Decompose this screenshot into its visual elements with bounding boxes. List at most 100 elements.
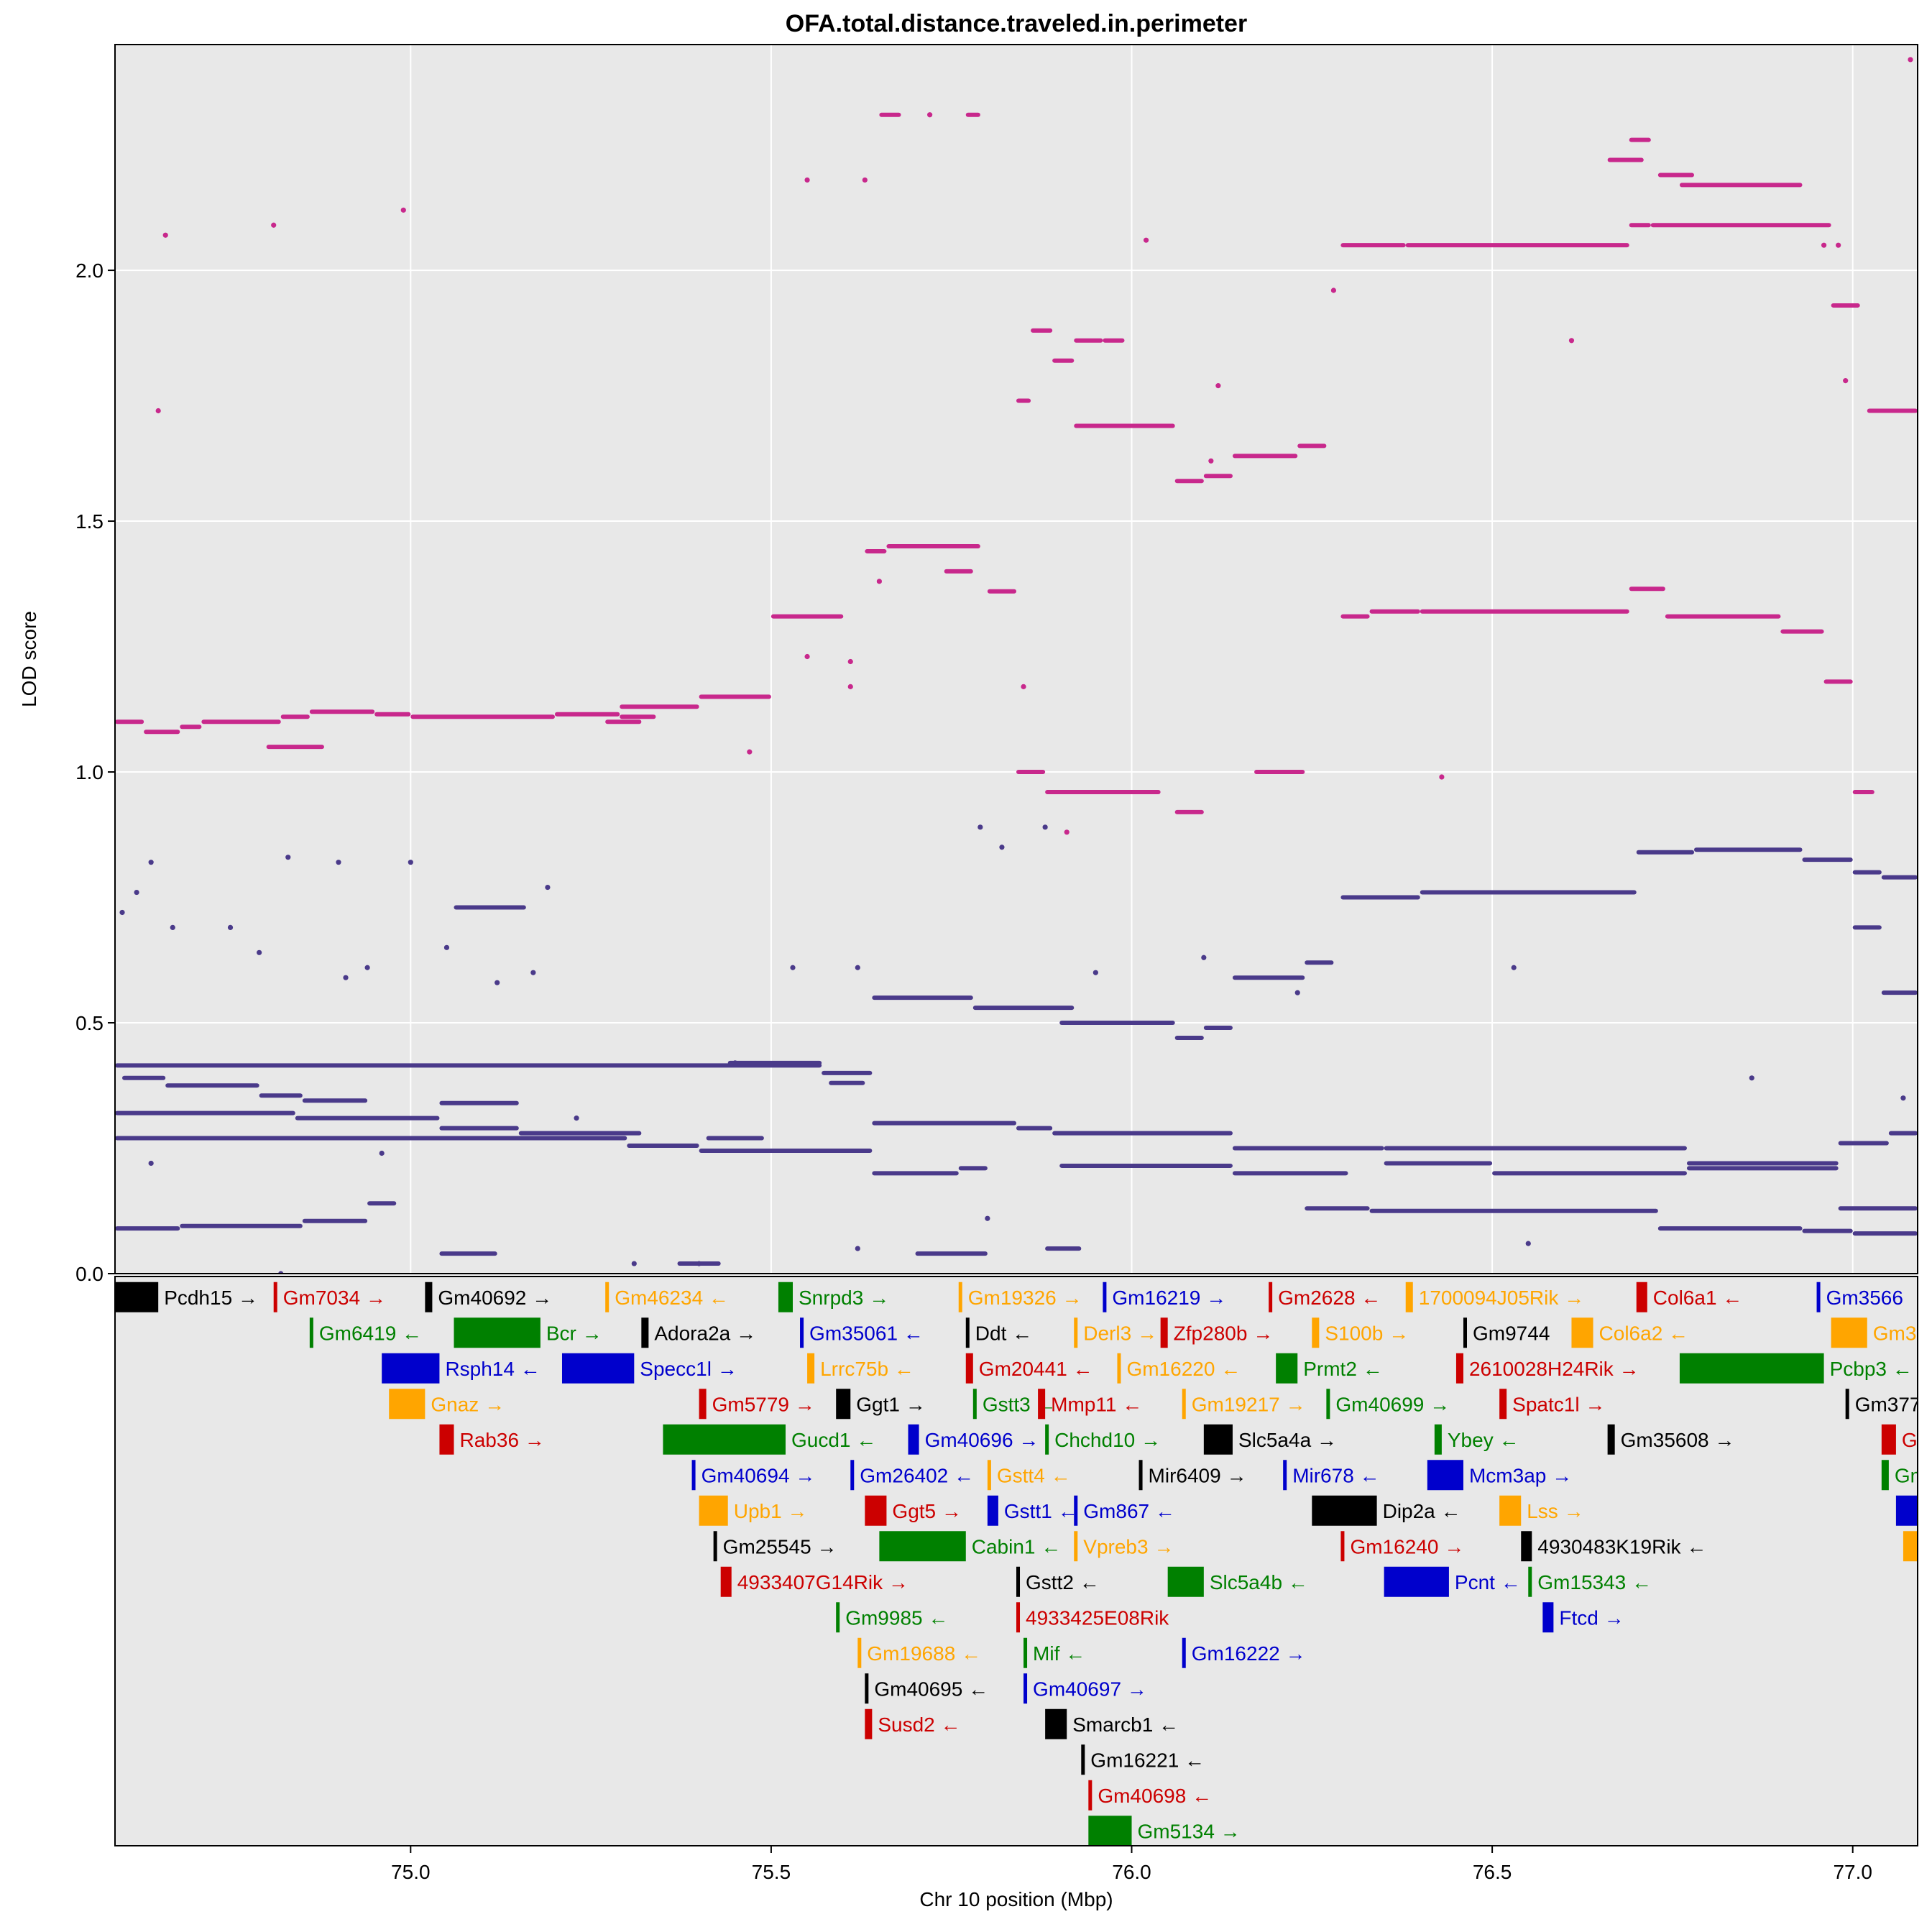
gene-pcdh15: Pcdh15 →: [115, 1282, 258, 1312]
gene-box: [1434, 1424, 1442, 1455]
lod-point-run: [1384, 1146, 1687, 1151]
gene-col6a2: Col6a2 ←: [1571, 1317, 1688, 1348]
gene-label: Gm40695 ←: [874, 1678, 988, 1700]
lod-point-run: [454, 905, 526, 910]
lod-point-run: [699, 694, 771, 699]
gene-box: [115, 1282, 159, 1312]
gene-4933407g14rik: 4933407G14Rik →: [720, 1566, 908, 1597]
gene-gm40694: Gm40694 →: [691, 1460, 816, 1491]
gene-gm16219: Gm16219 →: [1103, 1282, 1226, 1312]
lod-point-run: [115, 719, 144, 724]
gene-box: [309, 1317, 313, 1348]
gene-label: Rab36 →: [460, 1429, 545, 1451]
gene-box: [1312, 1495, 1377, 1526]
gene-box: [1312, 1317, 1320, 1348]
x-tick-label: 77.0: [1833, 1861, 1872, 1883]
gene-box: [1455, 1353, 1463, 1384]
gene-label: Slc5a4a →: [1238, 1429, 1337, 1451]
gene-label: Gm3: [1873, 1322, 1917, 1344]
lod-point-run: [1059, 1021, 1175, 1026]
gene-label: Gm5134 →: [1138, 1820, 1241, 1842]
lod-point-run: [1831, 303, 1860, 308]
gene-label: Ggt5 →: [892, 1500, 961, 1522]
lod-point-run: [627, 1144, 699, 1149]
lod-point-run: [1297, 443, 1327, 448]
gene-box: [865, 1673, 869, 1704]
lod-point-run: [727, 1060, 822, 1065]
gene-label: Zfp280b →: [1174, 1322, 1274, 1344]
y-axis: 0.0 0.5 1.0 1.5 2.0: [75, 259, 115, 1285]
lod-point-run: [1045, 789, 1161, 794]
lod-point-run: [1174, 809, 1204, 814]
gene-label: 1700094J05Rik →: [1419, 1287, 1584, 1309]
lod-point: [162, 232, 168, 238]
lod-point: [1525, 1241, 1531, 1246]
gene-box: [389, 1389, 426, 1420]
lod-point-run: [144, 730, 180, 735]
gene-label: Gm16240 →: [1350, 1535, 1464, 1558]
gene-label: Gm19217 →: [1192, 1393, 1306, 1415]
x-tick-label: 75.5: [752, 1861, 791, 1883]
gene-box: [1881, 1424, 1896, 1455]
gene-box: [1074, 1531, 1078, 1562]
lod-point: [927, 112, 933, 118]
lod-point: [285, 855, 291, 860]
lod-point-run: [1031, 328, 1053, 333]
gene-gm6419: Gm6419 ←: [309, 1317, 422, 1348]
lod-point: [804, 653, 810, 660]
x-axis-label: Chr 10 position (Mbp): [919, 1888, 1113, 1910]
gene-label: Gm6419 ←: [319, 1322, 422, 1344]
gene-box: [1521, 1531, 1532, 1562]
gene-pcnt: Pcnt ←: [1384, 1566, 1521, 1597]
gene-box: [1038, 1389, 1046, 1420]
gene-susd2: Susd2 ←: [865, 1708, 961, 1739]
gene-box: [908, 1424, 919, 1455]
lod-point-run: [1384, 1161, 1493, 1166]
lod-point-run: [1636, 850, 1695, 855]
gene-box: [1895, 1495, 1918, 1526]
gene-gm3: Gm3: [1831, 1317, 1917, 1348]
gene-label: Susd2 ←: [878, 1714, 960, 1736]
gene-box: [1074, 1495, 1078, 1526]
gene-gm35608: Gm35608 →: [1607, 1424, 1734, 1455]
gene-box: [1182, 1389, 1186, 1420]
lod-point: [530, 970, 536, 975]
gene-box: [800, 1317, 804, 1348]
lod-point: [545, 884, 551, 891]
gene-box: [778, 1282, 794, 1312]
lod-point-run: [1232, 1146, 1384, 1151]
gene-box: [1881, 1460, 1889, 1491]
lod-point-run: [180, 724, 202, 730]
lod-point-run: [259, 1093, 303, 1098]
gene-box: [425, 1282, 433, 1312]
gene-label: Smarcb1 ←: [1072, 1714, 1179, 1736]
gene-box: [382, 1353, 440, 1384]
lod-point: [148, 860, 154, 865]
gene-label: Gnaz →: [431, 1393, 505, 1415]
gene-box: [1081, 1744, 1085, 1775]
gene-label: Gm40694 →: [702, 1464, 816, 1486]
gene-label: Col6a2 ←: [1599, 1322, 1689, 1344]
lod-point-run: [879, 112, 901, 117]
gene-box: [1088, 1780, 1092, 1811]
gene-ftcd: Ftcd →: [1542, 1602, 1624, 1633]
lod-points: [115, 57, 1918, 1274]
lod-point-run: [1340, 895, 1420, 900]
lod-point-run: [822, 1070, 873, 1075]
gene-box: [965, 1317, 970, 1348]
lod-point-run: [1629, 137, 1651, 142]
gene-label: Gstt2 ←: [1026, 1571, 1100, 1593]
lod-point-run: [1369, 1208, 1658, 1213]
y-tick-label: 0.5: [75, 1012, 104, 1034]
gene-label: Prmt2 ←: [1303, 1358, 1382, 1380]
lod-point-run: [115, 1110, 295, 1116]
lod-point-run: [1852, 870, 1882, 875]
lod-point-run: [699, 1149, 873, 1153]
lod-point: [1843, 378, 1849, 384]
gene-label: Mif ←: [1033, 1642, 1085, 1665]
gene-label: Rsph14 ←: [445, 1358, 540, 1380]
gene-gm2628: Gm2628 ←: [1269, 1282, 1381, 1312]
plot-frame: [114, 44, 1918, 1274]
lod-point: [999, 845, 1005, 850]
lod-point: [1568, 338, 1575, 344]
